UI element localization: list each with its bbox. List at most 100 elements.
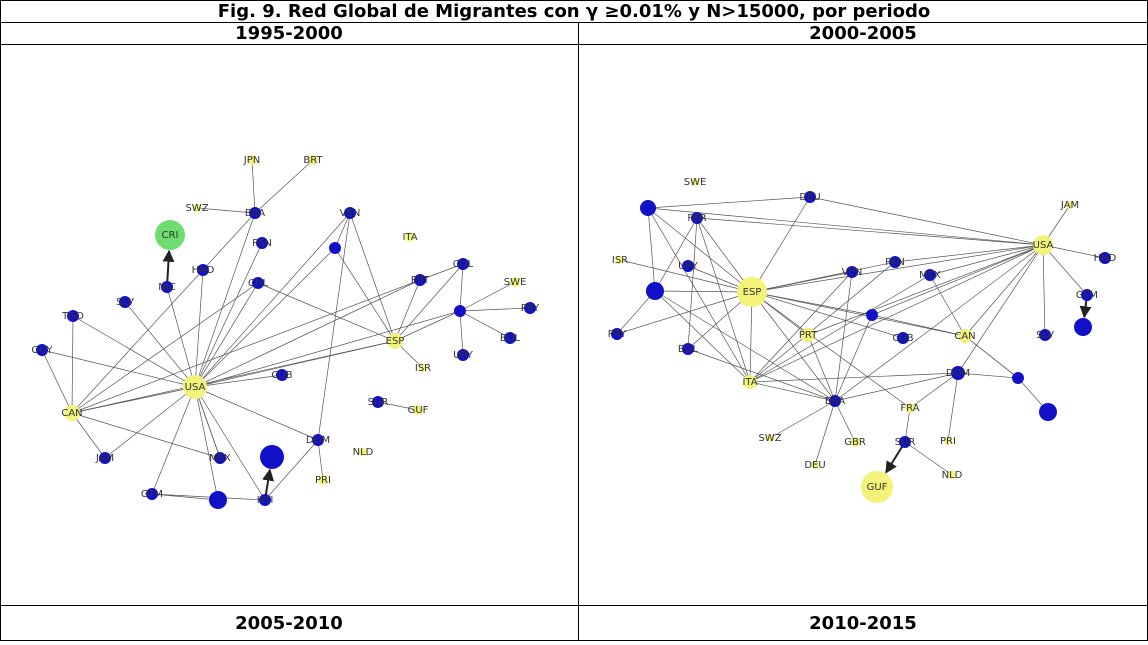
edge: [41, 349, 196, 388]
node-label: URY: [453, 350, 474, 361]
node-label: PAN: [885, 257, 905, 268]
edge: [834, 271, 853, 402]
edge: [41, 349, 73, 414]
edge: [194, 282, 259, 388]
node-label: GUF: [867, 482, 888, 493]
edge: [814, 400, 836, 466]
edge: [749, 244, 1044, 383]
edge: [194, 212, 351, 388]
node: [457, 349, 469, 361]
edge: [334, 247, 396, 342]
edge: [894, 244, 1044, 263]
node-label: GUF: [408, 405, 429, 416]
node-label: DOM: [306, 435, 330, 446]
node: [276, 369, 288, 381]
node: [344, 207, 356, 219]
edge: [871, 244, 1044, 316]
edge: [871, 314, 966, 337]
node-label: GUY: [31, 345, 53, 356]
node-label: FRA: [900, 403, 919, 414]
edge: [807, 244, 1044, 336]
edge: [807, 334, 836, 402]
edge: [619, 259, 753, 293]
edge: [71, 279, 421, 414]
node-label: DEU: [799, 192, 820, 203]
node: [457, 258, 469, 270]
node: [924, 269, 936, 281]
node: [1012, 372, 1024, 384]
network: SWE DEU JAM PER ISR URY ESP VEN PAN MEX USA HND GTM P…: [608, 177, 1117, 503]
node-label: USA: [1033, 240, 1054, 251]
edge: [749, 271, 853, 383]
node: [247, 155, 257, 165]
node-label: PRY: [521, 303, 540, 314]
node: [372, 396, 384, 408]
node-label: CAN: [61, 408, 82, 419]
edge: [151, 493, 219, 501]
edge: [71, 282, 259, 414]
edge: [696, 217, 1044, 246]
edge: [459, 263, 464, 312]
edge: [749, 274, 931, 383]
node: [766, 434, 774, 442]
edge: [194, 374, 283, 388]
edge: [1042, 244, 1106, 259]
node: [611, 328, 623, 340]
node: [64, 405, 80, 421]
node: [640, 200, 656, 216]
node: [958, 329, 972, 343]
node-label: MEX: [209, 453, 231, 464]
edge: [751, 261, 896, 293]
node: [1099, 252, 1111, 264]
node-label: SUR: [895, 437, 916, 448]
node: [183, 375, 207, 399]
edge: [957, 244, 1044, 374]
edge: [909, 372, 959, 409]
edge: [654, 290, 751, 383]
node: [413, 405, 423, 415]
node: [405, 232, 415, 242]
edge: [696, 217, 751, 383]
node-label: GTM: [1076, 290, 1098, 301]
node-label: BRA: [825, 396, 845, 407]
edge: [377, 401, 419, 411]
node-label: VEN: [340, 208, 361, 219]
edge: [696, 217, 753, 293]
edge: [459, 307, 531, 312]
edge: [647, 196, 811, 209]
node-label: DOM: [946, 368, 970, 379]
edge: [459, 310, 464, 356]
edge: [194, 212, 256, 388]
node-label: BRT: [303, 155, 323, 166]
node: [1066, 201, 1074, 209]
edge: [71, 412, 221, 459]
edge: [196, 207, 256, 214]
node-label: GBR: [844, 437, 866, 448]
edge: [751, 244, 1044, 293]
node-label: TGO: [61, 311, 84, 322]
node: [252, 277, 264, 289]
node-label: CHL: [248, 278, 269, 289]
edge: [654, 290, 836, 402]
node-label: ITA: [742, 377, 757, 388]
node: [67, 310, 79, 322]
edge: [194, 242, 263, 388]
node: [846, 266, 858, 278]
edge: [616, 291, 753, 335]
edge: [194, 386, 219, 501]
node: [193, 204, 201, 212]
period-header: 2000-2005: [809, 23, 917, 44]
node: [146, 488, 158, 500]
node: [1039, 329, 1051, 341]
node-label: SWE: [684, 177, 707, 188]
edge: [751, 291, 966, 337]
node-label: ISR: [415, 363, 431, 374]
period-header: 2005-2010: [235, 613, 343, 634]
node-label: NLD: [942, 470, 963, 481]
edge: [904, 441, 953, 476]
edge: [749, 261, 896, 383]
node: [359, 448, 367, 456]
edge: [809, 196, 1044, 246]
edge: [194, 279, 421, 388]
edge: [964, 244, 1044, 337]
